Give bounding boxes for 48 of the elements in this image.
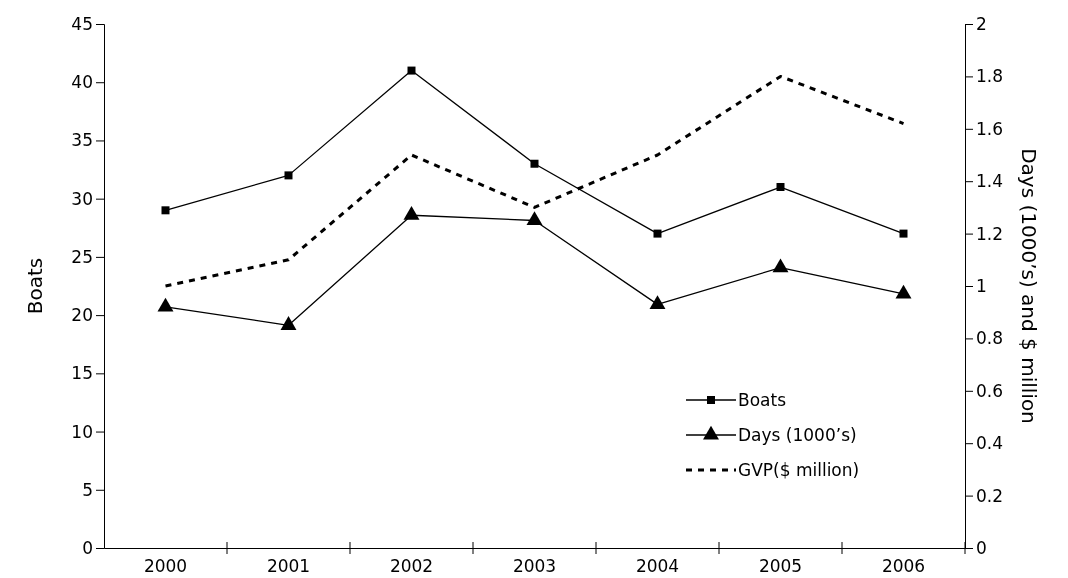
x-tick-label: 2002 (389, 556, 434, 577)
y2-axis-title: Days (1000’s) and $ million (1017, 148, 1041, 424)
point (530, 159, 539, 168)
y2-tick-label: 1.6 (976, 118, 1004, 139)
point (280, 316, 297, 330)
legend-label: Boats (738, 390, 787, 410)
point (161, 206, 170, 215)
y-axis-title: Boats (23, 257, 47, 315)
y2-tick-label: 1.4 (976, 171, 1004, 192)
x-tick-label: 2005 (758, 556, 803, 577)
y2-tick-label: 0.2 (976, 485, 1004, 506)
y-tick-label: 40 (71, 72, 93, 93)
y-tick-label: 20 (71, 305, 93, 326)
point (407, 66, 416, 75)
point (403, 206, 420, 220)
y-tick-label: 30 (71, 188, 93, 209)
y-tick-label: 0 (82, 537, 93, 558)
x-tick-label: 2000 (143, 556, 188, 577)
point (895, 284, 912, 299)
point (772, 258, 789, 273)
y-tick-label: 35 (71, 130, 93, 151)
point (157, 297, 174, 312)
point (649, 295, 666, 309)
line-series (164, 74, 905, 288)
y-tick-label: 25 (71, 246, 93, 267)
y-tick-label: 45 (71, 13, 93, 34)
legend-label: Days (1000’s) (738, 425, 857, 445)
y2-tick-label: 0.4 (976, 433, 1004, 454)
y2-tick-label: 0 (976, 537, 987, 558)
x-tick-label: 2003 (512, 556, 557, 577)
y-tick-label: 15 (71, 363, 93, 384)
legend-label: GVP($ million) (738, 460, 860, 480)
y-tick-label: 5 (82, 479, 93, 500)
y2-tick-label: 2 (976, 13, 987, 34)
x-tick-label: 2001 (266, 556, 311, 577)
y2-tick-label: 1.8 (976, 66, 1004, 87)
x-tick-label: 2006 (881, 556, 926, 577)
y2-tick-label: 0.6 (976, 380, 1004, 401)
y2-tick-label: 0.8 (976, 328, 1004, 349)
point (526, 211, 543, 226)
point (899, 229, 908, 238)
point (284, 171, 293, 180)
x-tick-label: 2004 (635, 556, 680, 577)
point (653, 229, 662, 238)
y2-tick-label: 1.2 (976, 223, 1004, 244)
y-tick-label: 10 (71, 421, 93, 442)
y2-tick-label: 1 (976, 275, 987, 296)
point (776, 183, 785, 192)
